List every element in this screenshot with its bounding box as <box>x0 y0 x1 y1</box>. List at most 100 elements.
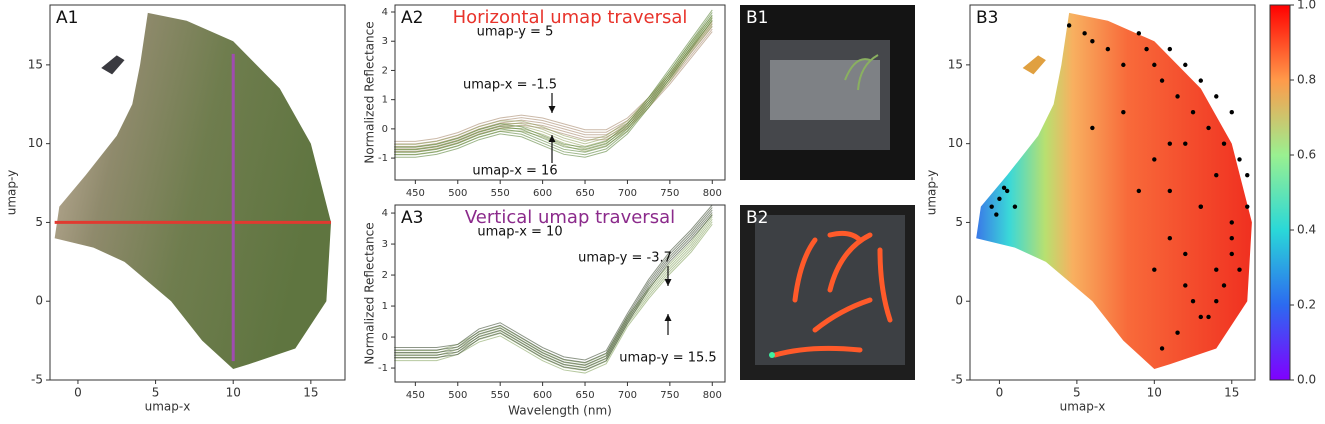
scatter-point <box>1159 346 1165 351</box>
panel-label: B1 <box>746 8 768 28</box>
y-tick-label: 1 <box>382 301 388 312</box>
scatter-point <box>989 204 994 209</box>
y-tick-label: -5 <box>951 373 963 387</box>
scatter-point <box>1175 330 1180 335</box>
scatter-point <box>1105 46 1111 52</box>
x-tick-label: 650 <box>575 390 594 401</box>
x-tick-label: 450 <box>406 390 425 401</box>
y-tick-label: 15 <box>28 57 43 71</box>
scatter-point <box>994 212 999 217</box>
photo-box <box>770 60 880 120</box>
x-tick-label: 750 <box>660 188 679 199</box>
x-tick-label: 500 <box>448 188 467 199</box>
x-tick-label: 650 <box>575 188 594 199</box>
axes-frame <box>394 204 726 383</box>
scatter-point <box>1183 141 1188 146</box>
y-tick-label: 5 <box>955 215 963 229</box>
x-tick-label: 550 <box>491 188 510 199</box>
scatter-point <box>1245 172 1250 178</box>
annotation: umap-y = 15.5 <box>619 351 716 366</box>
x-tick-label: 600 <box>533 390 552 401</box>
scatter-point <box>1221 283 1227 288</box>
x-tick-label: 15 <box>1224 386 1239 400</box>
colorbar-tick-label: 0.4 <box>1297 223 1316 237</box>
scatter-point <box>1198 314 1203 320</box>
scatter-point <box>1167 141 1173 146</box>
y-tick-label: 2 <box>382 270 388 281</box>
x-tick-label: 700 <box>618 390 637 401</box>
scatter-point <box>1152 62 1157 68</box>
panel-label: B2 <box>746 208 768 228</box>
y-axis-label: Normalized Reflectance <box>363 21 377 163</box>
y-axis-label: umap-y <box>5 170 19 216</box>
spectrum-line <box>394 223 713 374</box>
y-tick-label: 0 <box>35 294 43 308</box>
scatter-point <box>1144 46 1149 52</box>
scatter-point <box>1090 39 1095 44</box>
umap-region <box>54 12 332 369</box>
scatter-point <box>1214 94 1219 99</box>
scatter-point <box>1082 31 1087 36</box>
scatter-point <box>1183 62 1188 68</box>
scatter-point <box>1214 172 1219 178</box>
chart-title: Vertical umap traversal <box>465 207 675 228</box>
colorbar <box>1269 4 1291 381</box>
scatter-point <box>1136 188 1142 194</box>
y-tick-label: 4 <box>382 208 388 219</box>
scatter-point <box>1090 125 1095 131</box>
x-tick-label: 600 <box>533 188 552 199</box>
spectrum-line <box>394 14 713 153</box>
arrow-head <box>664 314 672 321</box>
axes-frame <box>969 4 1256 381</box>
y-tick-label: -1 <box>378 153 388 164</box>
photo-plant <box>844 54 879 91</box>
colorbar-tick-label: 0.2 <box>1297 298 1316 312</box>
x-tick-label: 15 <box>303 386 318 400</box>
y-tick-label: -5 <box>31 373 43 387</box>
umap-island <box>101 55 125 75</box>
x-tick-label: 450 <box>406 188 425 199</box>
scatter-point <box>1121 62 1126 68</box>
spectrum-line <box>394 216 713 367</box>
y-tick-label: 10 <box>28 136 43 150</box>
spectrum-line <box>394 19 713 158</box>
scatter-point <box>1159 78 1165 83</box>
x-tick-label: 10 <box>226 386 241 400</box>
y-tick-label: 3 <box>382 239 388 250</box>
spectrum-line <box>394 212 713 368</box>
spectrum-line <box>394 214 713 371</box>
scatter-point <box>1183 251 1188 257</box>
panel-label: A2 <box>401 8 423 28</box>
scatter-point <box>1190 299 1196 304</box>
y-axis-label: Normalized Reflectance <box>363 222 377 364</box>
panel-label: A1 <box>56 8 78 28</box>
colorbar-tick-label: 0.6 <box>1297 148 1316 162</box>
scatter-point <box>1167 188 1173 194</box>
scatter-point <box>1121 109 1126 115</box>
x-tick-label: 5 <box>1073 386 1081 400</box>
spectrum-line <box>394 12 713 151</box>
x-tick-label: 800 <box>703 390 722 401</box>
scatter-point <box>1167 46 1173 52</box>
panel-label: A3 <box>401 208 423 228</box>
x-tick-label: 750 <box>660 390 679 401</box>
scatter-point <box>1229 109 1234 115</box>
y-tick-label: 10 <box>948 136 963 150</box>
spectrum-line <box>394 207 713 363</box>
scatter-point <box>1229 220 1234 225</box>
y-tick-label: 0 <box>382 332 388 343</box>
umap-island <box>1022 55 1046 75</box>
scatter-point <box>1206 314 1211 320</box>
scatter-point <box>1001 185 1007 190</box>
annotation: umap-y = -3.7 <box>578 251 672 266</box>
scatter-point <box>1152 157 1157 162</box>
scatter-point <box>1229 251 1234 257</box>
axes-frame <box>394 4 726 181</box>
scatter-point <box>1190 109 1196 115</box>
arrow-head <box>548 106 556 113</box>
x-tick-label: 0 <box>74 386 82 400</box>
y-tick-label: 1 <box>382 95 388 106</box>
x-axis-label: Wavelength (nm) <box>508 404 612 418</box>
arrow-head <box>548 135 556 142</box>
spectrum-line <box>394 17 713 156</box>
